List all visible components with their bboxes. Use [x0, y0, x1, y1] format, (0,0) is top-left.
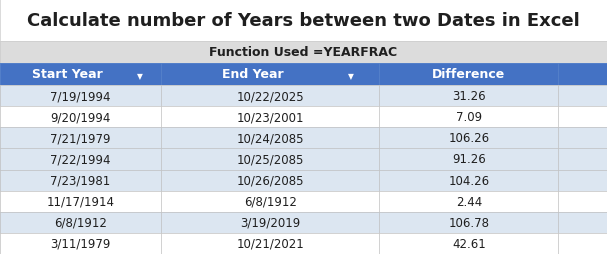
Text: 106.26: 106.26	[449, 132, 489, 145]
Text: Calculate number of Years between two Dates in Excel: Calculate number of Years between two Da…	[27, 12, 580, 30]
Text: ▼: ▼	[348, 71, 354, 80]
Text: 3/19/2019: 3/19/2019	[240, 216, 300, 229]
Text: ▼: ▼	[137, 71, 143, 80]
Text: 91.26: 91.26	[452, 153, 486, 166]
Text: 7/23/1981: 7/23/1981	[50, 174, 110, 187]
Text: 7/21/1979: 7/21/1979	[50, 132, 110, 145]
Text: 7/19/1994: 7/19/1994	[50, 90, 110, 103]
Text: 10/23/2001: 10/23/2001	[236, 111, 304, 124]
Text: 10/21/2021: 10/21/2021	[236, 237, 304, 250]
Text: 10/26/2085: 10/26/2085	[236, 174, 304, 187]
Text: 9/20/1994: 9/20/1994	[50, 111, 110, 124]
Text: 7/22/1994: 7/22/1994	[50, 153, 110, 166]
Text: 7.09: 7.09	[456, 111, 482, 124]
Text: 6/8/1912: 6/8/1912	[243, 195, 297, 208]
Text: 3/11/1979: 3/11/1979	[50, 237, 110, 250]
Text: 10/24/2085: 10/24/2085	[236, 132, 304, 145]
Text: Function Used =YEARFRAC: Function Used =YEARFRAC	[209, 46, 398, 59]
Text: End Year: End Year	[222, 68, 283, 81]
Text: 10/22/2025: 10/22/2025	[236, 90, 304, 103]
Text: Difference: Difference	[432, 68, 506, 81]
Text: 6/8/1912: 6/8/1912	[54, 216, 107, 229]
Text: 10/25/2085: 10/25/2085	[237, 153, 304, 166]
Text: 31.26: 31.26	[452, 90, 486, 103]
Text: Start Year: Start Year	[32, 68, 103, 81]
Text: 42.61: 42.61	[452, 237, 486, 250]
Text: 11/17/1914: 11/17/1914	[46, 195, 115, 208]
Text: 106.78: 106.78	[449, 216, 489, 229]
Text: 104.26: 104.26	[449, 174, 489, 187]
Text: 2.44: 2.44	[456, 195, 482, 208]
